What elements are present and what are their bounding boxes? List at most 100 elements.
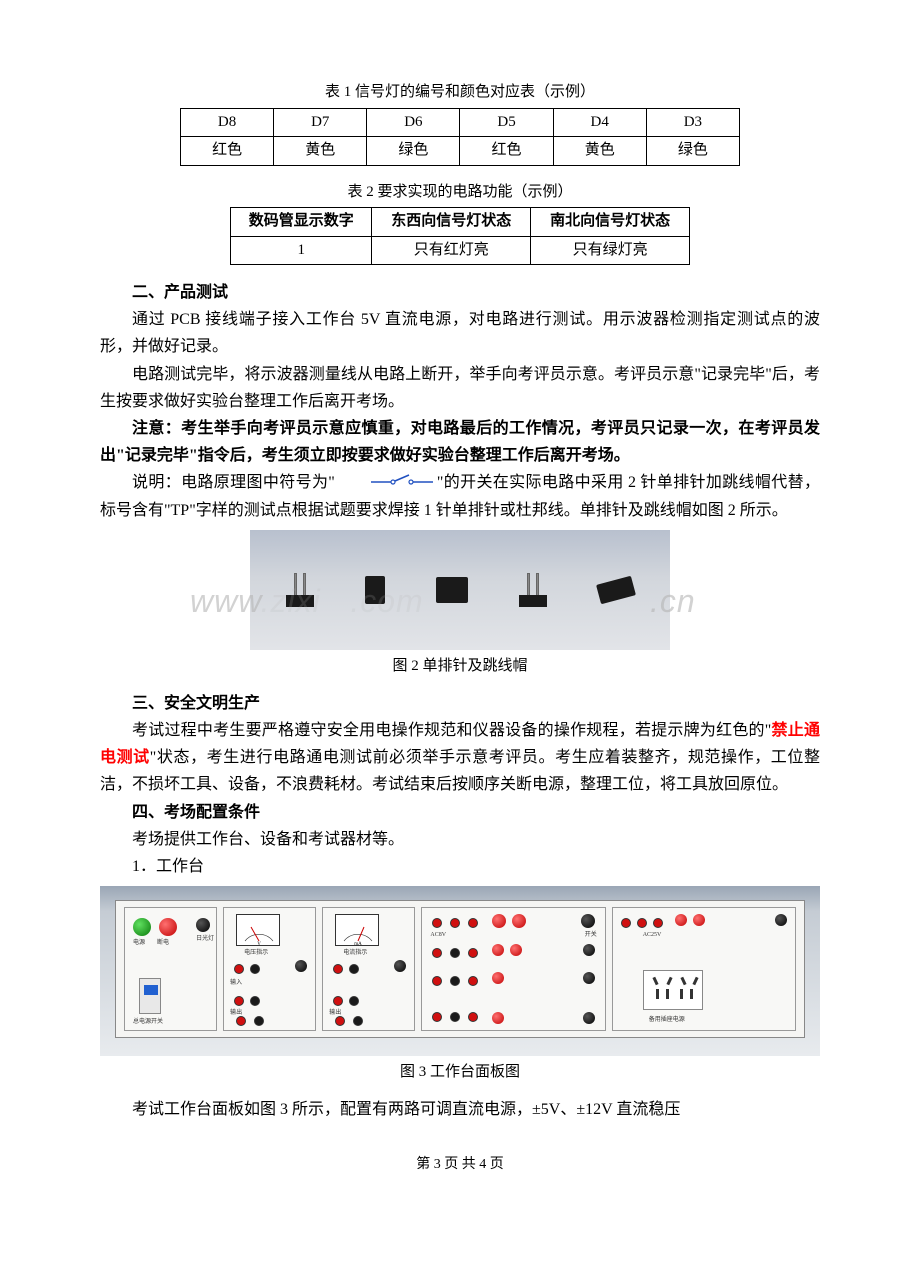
section4-title: 四、考场配置条件 — [100, 799, 820, 826]
t1-h1: D7 — [274, 108, 367, 137]
switch-icon — [775, 914, 787, 926]
section2-p3: 说明：电路原理图中符号为""的开关在实际电路中采用 2 针单排针加跳线帽代替，标… — [100, 469, 820, 524]
backup-socket-label: 备用插座电源 — [649, 1015, 685, 1025]
t1-h5: D3 — [646, 108, 739, 137]
section2-p2: 电路测试完毕，将示波器测量线从电路上断开，举手向考评员示意。考评员示意"记录完毕… — [100, 361, 820, 415]
section2-p1: 通过 PCB 接线端子接入工作台 5V 直流电源，对电路进行测试。用示波器检测指… — [100, 306, 820, 360]
switch-symbol-icon — [339, 470, 433, 497]
t1-c4: 黄色 — [553, 137, 646, 166]
jack-red-icon — [468, 918, 478, 928]
switch-icon — [583, 1012, 595, 1024]
table2-caption: 表 2 要求实现的电路功能（示例） — [100, 180, 820, 206]
input-label: 输入 — [230, 978, 242, 988]
figure2-image: www.zixi .com.cn — [250, 530, 670, 650]
t1-h2: D6 — [367, 108, 460, 137]
main-switch-label: 总电源开关 — [133, 1017, 163, 1027]
ac25-label: AC25V — [643, 930, 662, 940]
t2-c1: 只有红灯亮 — [372, 236, 531, 265]
panel-group-acdc: AC8V 开关 — [421, 907, 605, 1031]
switch-icon — [583, 944, 595, 956]
table1-caption: 表 1 信号灯的编号和颜色对应表（示例） — [100, 80, 820, 106]
table-row: 1 只有红灯亮 只有绿灯亮 — [231, 236, 690, 265]
t1-c1: 黄色 — [274, 137, 367, 166]
t2-h2: 南北向信号灯状态 — [531, 208, 690, 237]
jack-black-icon — [450, 1012, 460, 1022]
section2-title: 二、产品测试 — [100, 279, 820, 306]
voltage-ind-label: 电压指示 — [244, 948, 268, 958]
jack-red-icon — [333, 964, 343, 974]
table1: D8 D7 D6 D5 D4 D3 红色 黄色 绿色 红色 黄色 绿色 — [180, 108, 740, 166]
section4-p1: 考场提供工作台、设备和考试器材等。 — [100, 826, 820, 853]
t2-c0: 1 — [231, 236, 372, 265]
jack-red-icon — [621, 918, 631, 928]
cutoff-button-icon — [159, 918, 177, 936]
svg-text:V: V — [257, 942, 261, 947]
jack-red-icon — [236, 1016, 246, 1026]
jack-red-icon — [468, 1012, 478, 1022]
table2: 数码管显示数字 东西向信号灯状态 南北向信号灯状态 1 只有红灯亮 只有绿灯亮 — [230, 207, 690, 265]
breaker-icon — [139, 978, 161, 1014]
figure2-caption: 图 2 单排针及跳线帽 — [100, 654, 820, 680]
jack-black-icon — [250, 996, 260, 1006]
section2-note: 注意：考生举手向考评员示意应慎重，对电路最后的工作情况，考评员只记录一次，在考评… — [100, 415, 820, 469]
jumper-cap-angled-icon — [596, 576, 636, 605]
jack-red-icon — [653, 918, 663, 928]
t1-h3: D5 — [460, 108, 553, 137]
cutoff-label: 断电 — [157, 938, 169, 948]
indicator-icon — [510, 944, 522, 956]
indicator-icon — [675, 914, 687, 926]
jack-red-icon — [333, 996, 343, 1006]
t1-c3: 红色 — [460, 137, 553, 166]
jack-black-icon — [450, 948, 460, 958]
indicator-icon — [492, 972, 504, 984]
t2-h1: 东西向信号灯状态 — [372, 208, 531, 237]
jack-red-icon — [335, 1016, 345, 1026]
figure3-caption: 图 3 工作台面板图 — [100, 1060, 820, 1086]
t1-h4: D4 — [553, 108, 646, 137]
panel-group-power: 电源 断电 日光灯 总电源开关 — [124, 907, 217, 1031]
light-switch-icon — [196, 918, 210, 932]
jack-black-icon — [450, 976, 460, 986]
jack-red-icon — [637, 918, 647, 928]
jack-black-icon — [353, 1016, 363, 1026]
socket-icon — [643, 970, 703, 1010]
jack-red-icon — [450, 918, 460, 928]
jack-red-icon — [234, 964, 244, 974]
indicator-icon — [492, 944, 504, 956]
jumper-cap-wide-icon — [436, 577, 468, 603]
t1-h0: D8 — [181, 108, 274, 137]
table-row: D8 D7 D6 D5 D4 D3 — [181, 108, 740, 137]
jack-red-icon — [432, 918, 442, 928]
pin-header-2-icon — [519, 573, 547, 607]
knob-icon — [295, 960, 307, 972]
t1-c5: 绿色 — [646, 137, 739, 166]
section3-p1b: "状态，考生进行电路通电测试前必须举手示意考评员。考生应着装整齐，规范操作，工位… — [100, 749, 820, 793]
power-label: 电源 — [133, 938, 145, 948]
section2-p3a: 说明：电路原理图中符号为" — [132, 474, 335, 491]
panel-group-voltmeter: V 电压指示 输入 输出 — [223, 907, 316, 1031]
panel-group-ammeter: mA 电流指示 输出 — [322, 907, 415, 1031]
ammeter-icon: mA — [335, 914, 379, 946]
light-label: 日光灯 — [196, 934, 214, 944]
figure3-image: 电源 断电 日光灯 总电源开关 V 电压指示 输入 输出 mA — [100, 886, 820, 1056]
section4-item1: 1．工作台 — [100, 853, 820, 880]
jack-black-icon — [349, 964, 359, 974]
svg-text:mA: mA — [355, 942, 363, 947]
ac-label: AC8V — [430, 930, 446, 940]
fig3-after-text: 考试工作台面板如图 3 所示，配置有两路可调直流电源，±5V、±12V 直流稳压 — [100, 1096, 820, 1123]
jumper-cap-icon — [365, 576, 385, 604]
jack-red-icon — [468, 948, 478, 958]
jack-black-icon — [250, 964, 260, 974]
jack-red-icon — [432, 948, 442, 958]
power-button-icon — [133, 918, 151, 936]
current-ind-label: 电流指示 — [343, 948, 367, 958]
section3-p1a: 考试过程中考生要严格遵守安全用电操作规范和仪器设备的操作规程，若提示牌为红色的" — [132, 722, 771, 739]
jack-black-icon — [349, 996, 359, 1006]
table-row: 红色 黄色 绿色 红色 黄色 绿色 — [181, 137, 740, 166]
jack-red-icon — [234, 996, 244, 1006]
jack-black-icon — [254, 1016, 264, 1026]
jack-red-icon — [432, 1012, 442, 1022]
voltmeter-icon: V — [236, 914, 280, 946]
jack-red-icon — [432, 976, 442, 986]
panel-group-socket: AC25V 备用插座电源 — [612, 907, 796, 1031]
